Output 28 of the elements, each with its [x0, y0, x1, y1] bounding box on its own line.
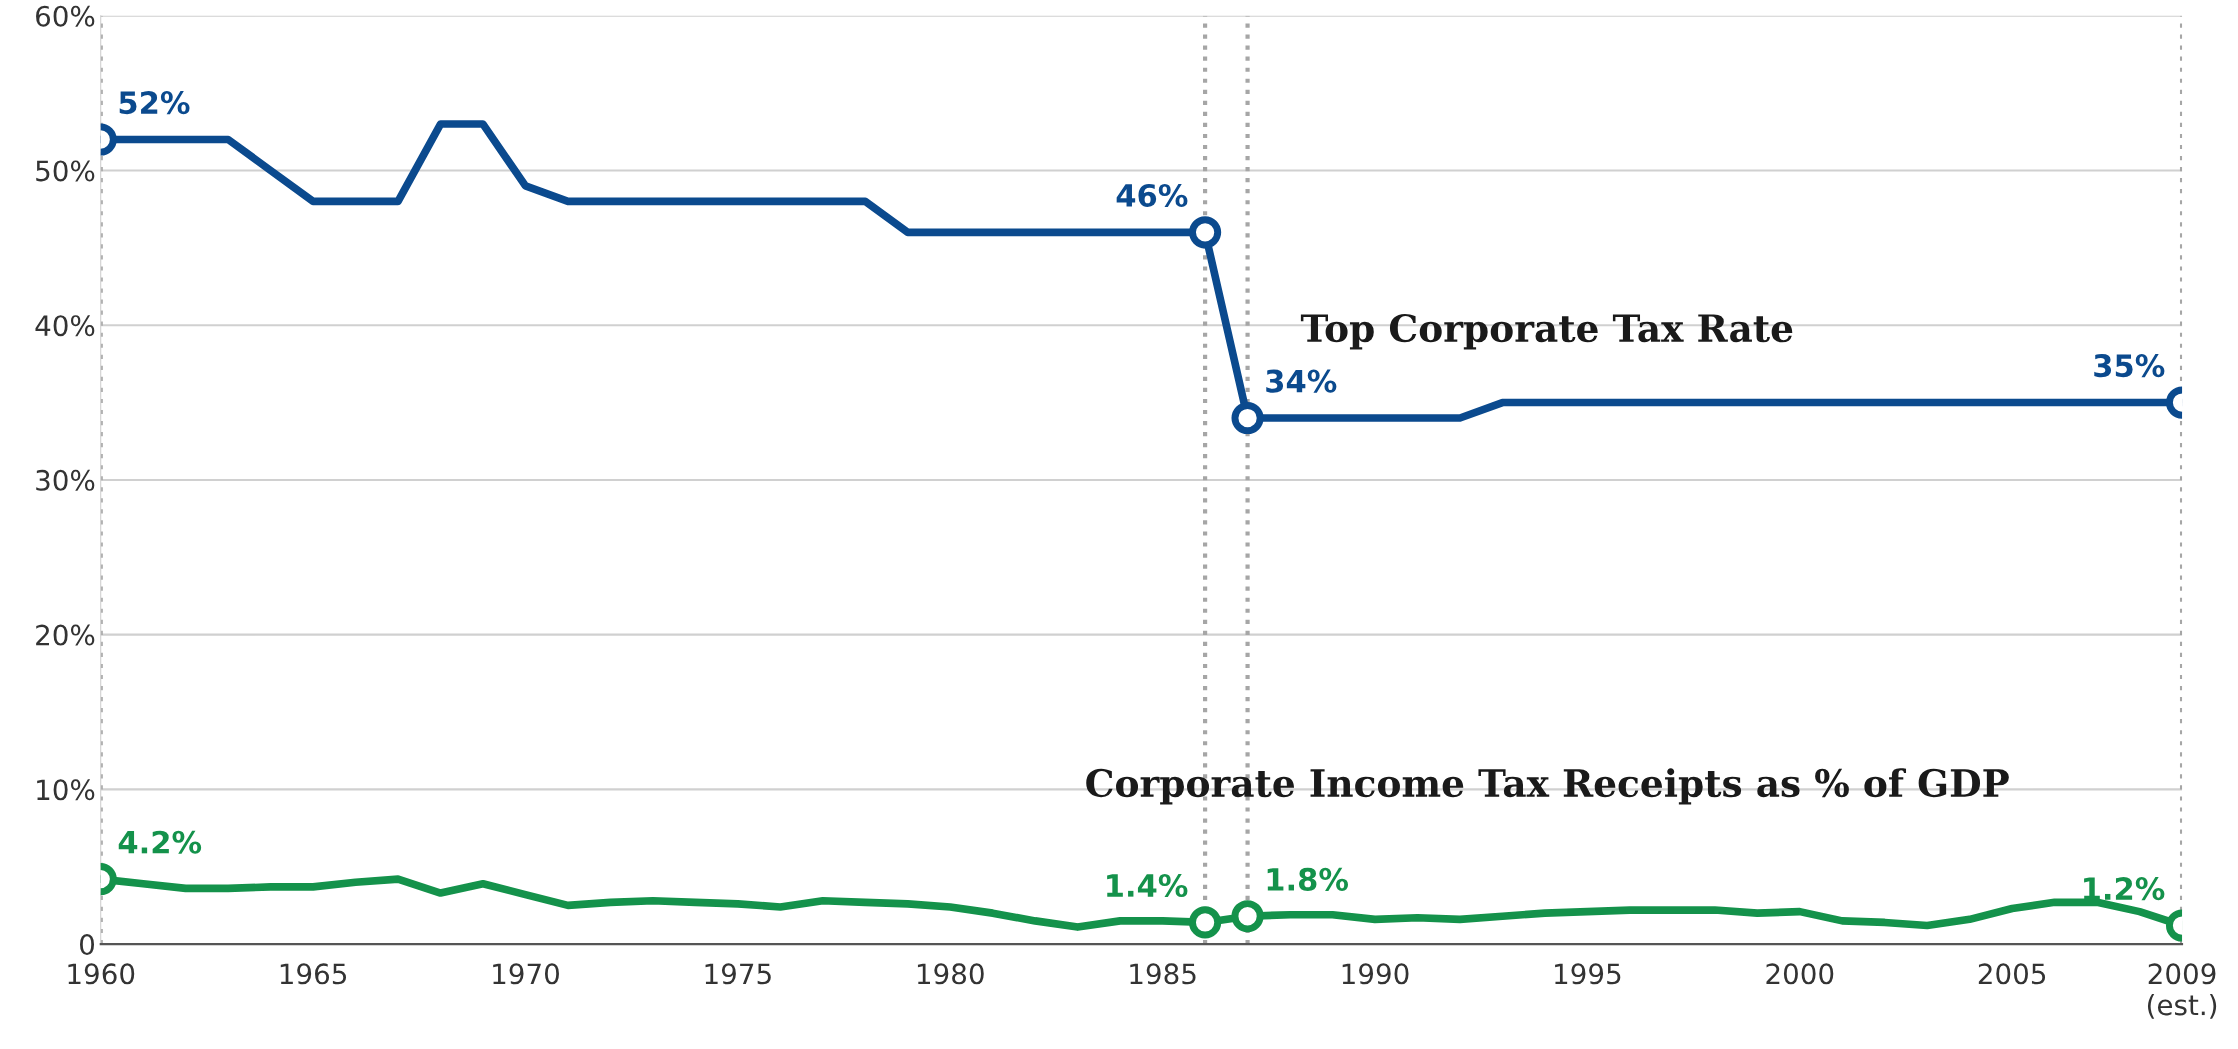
data-label: 34% [1266, 369, 1337, 393]
x-tick-label: 1965 [280, 963, 347, 985]
data-label: 46% [1116, 183, 1188, 207]
x-tick-label: 2009 (est.) [2147, 963, 2217, 1019]
x-tick-label: 1990 [1342, 963, 1409, 985]
y-tick-label: 50% [36, 160, 95, 182]
x-tick-label: 1960 [68, 963, 135, 985]
x-tick-label: 1975 [705, 963, 771, 985]
y-tick-label: 40% [35, 315, 95, 337]
x-tick-label: 1970 [493, 963, 559, 985]
x-tick-label: 1980 [917, 963, 984, 985]
y-tick-label: 60% [36, 5, 95, 27]
x-tick-label: 2000 [1766, 963, 1834, 985]
data-label: 35% [2094, 354, 2165, 378]
x-tick-label: 1985 [1130, 963, 1196, 985]
y-tick-label: 10% [37, 779, 95, 801]
data-label: 1.2% [2084, 877, 2165, 901]
x-tick-label: 2005 [1978, 963, 2046, 985]
data-label: 1.8% [1267, 867, 1349, 891]
text: Corporate Income Tax Receipts as % of GDP [1086, 768, 2009, 805]
series-label: Top Corporate Tax Rate [1300, 313, 1793, 350]
y-tick-label: 20% [36, 624, 95, 646]
data-label: 4.2% [118, 830, 202, 854]
data-label: 1.4% [1107, 873, 1188, 898]
x-tick-label: 1995 [1555, 963, 1621, 985]
data-label: 52% [119, 91, 190, 115]
y-tick-label: 30% [36, 469, 95, 491]
y-tick-label: 0 [80, 934, 94, 956]
